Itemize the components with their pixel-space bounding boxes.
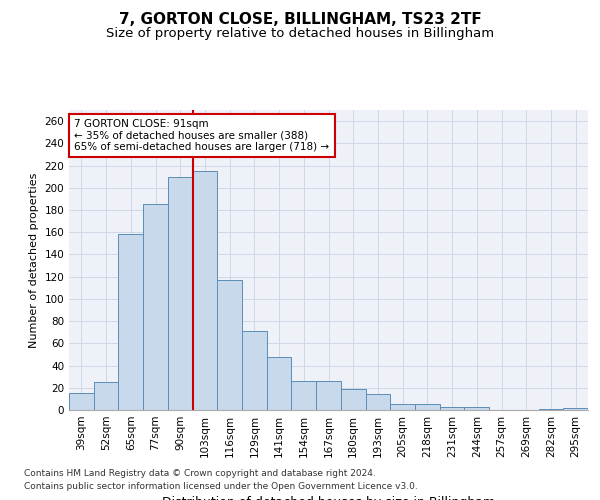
Bar — [464, 406, 489, 410]
Text: Contains public sector information licensed under the Open Government Licence v3: Contains public sector information licen… — [24, 482, 418, 491]
Bar — [118, 234, 143, 410]
Bar — [193, 171, 217, 410]
Text: 7, GORTON CLOSE, BILLINGHAM, TS23 2TF: 7, GORTON CLOSE, BILLINGHAM, TS23 2TF — [119, 12, 481, 28]
Bar — [365, 394, 390, 410]
Text: Size of property relative to detached houses in Billingham: Size of property relative to detached ho… — [106, 28, 494, 40]
Bar — [94, 382, 118, 410]
Bar — [292, 381, 316, 410]
Bar — [440, 406, 464, 410]
Y-axis label: Number of detached properties: Number of detached properties — [29, 172, 39, 348]
Bar — [415, 404, 440, 410]
Bar — [143, 204, 168, 410]
Bar — [316, 381, 341, 410]
Bar — [563, 408, 588, 410]
Bar — [168, 176, 193, 410]
Bar — [267, 356, 292, 410]
X-axis label: Distribution of detached houses by size in Billingham: Distribution of detached houses by size … — [162, 496, 495, 500]
Bar — [390, 404, 415, 410]
Text: Contains HM Land Registry data © Crown copyright and database right 2024.: Contains HM Land Registry data © Crown c… — [24, 468, 376, 477]
Bar — [539, 409, 563, 410]
Text: 7 GORTON CLOSE: 91sqm
← 35% of detached houses are smaller (388)
65% of semi-det: 7 GORTON CLOSE: 91sqm ← 35% of detached … — [74, 119, 329, 152]
Bar — [341, 389, 365, 410]
Bar — [69, 394, 94, 410]
Bar — [217, 280, 242, 410]
Bar — [242, 331, 267, 410]
